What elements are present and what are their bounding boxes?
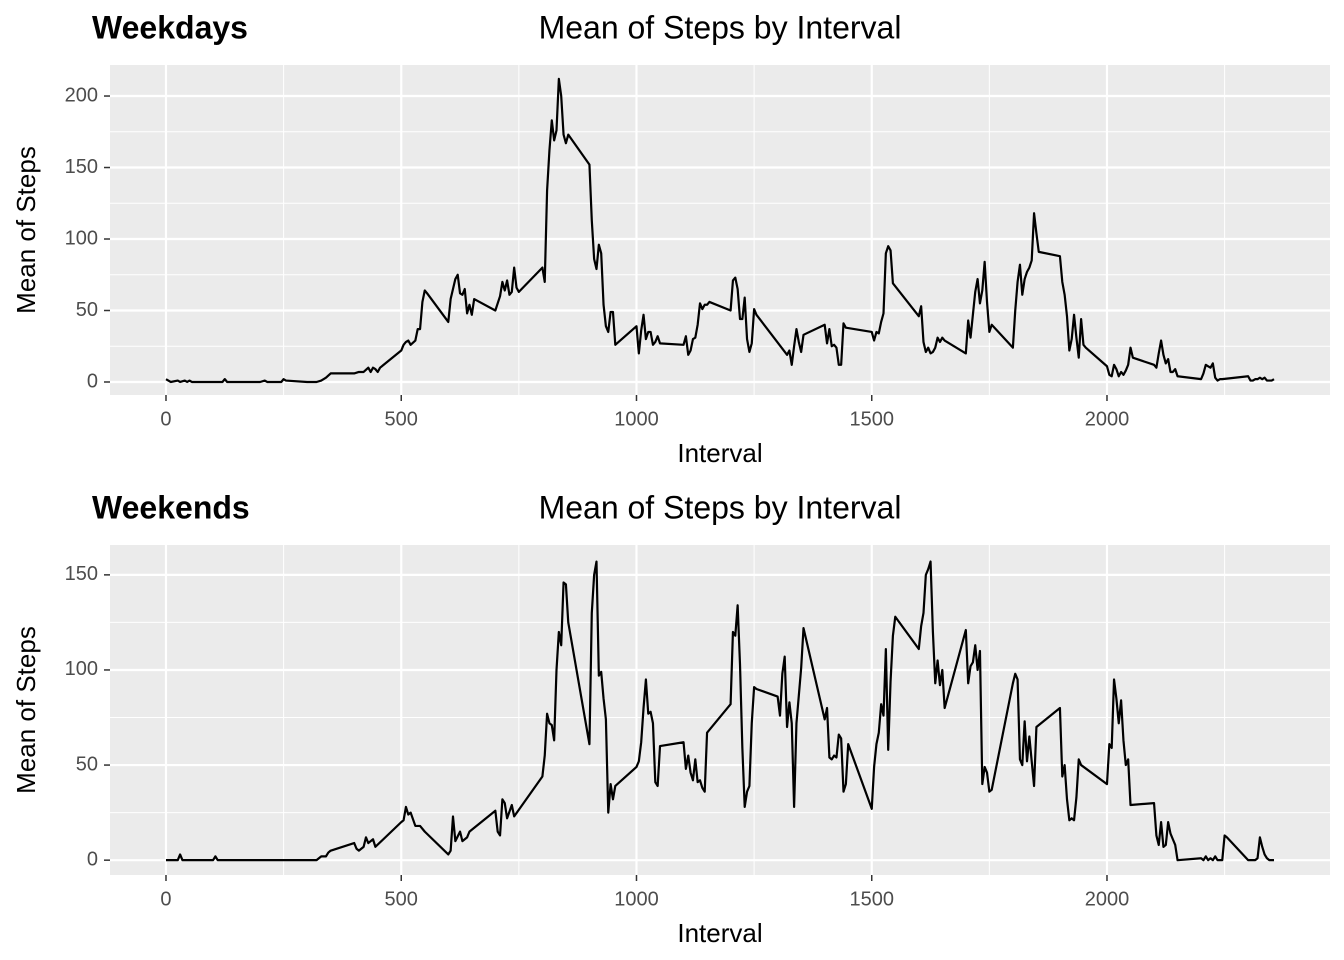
y-tick-label: 50 xyxy=(76,299,98,321)
x-tick-label: 500 xyxy=(385,408,418,430)
x-tick-label: 1500 xyxy=(849,888,894,910)
x-tick-label: 2000 xyxy=(1085,408,1130,430)
x-tick-label: 500 xyxy=(385,888,418,910)
y-tick-label: 150 xyxy=(65,563,98,585)
plot-panel xyxy=(110,65,1330,395)
y-tick-label: 200 xyxy=(65,84,98,106)
x-tick-label: 1500 xyxy=(849,408,894,430)
data-line xyxy=(165,77,1275,384)
x-axis-label: Interval xyxy=(677,918,762,948)
panel-tag: Weekdays xyxy=(92,9,248,45)
chart-title: Mean of Steps by Interval xyxy=(539,489,902,525)
y-tick-label: 0 xyxy=(87,370,98,392)
x-tick-label: 0 xyxy=(160,888,171,910)
x-axis-label: Interval xyxy=(677,438,762,468)
y-tick-label: 50 xyxy=(76,753,98,775)
y-axis-label: Mean of Steps xyxy=(11,626,41,794)
x-tick-label: 2000 xyxy=(1085,888,1130,910)
y-axis-label: Mean of Steps xyxy=(11,146,41,314)
x-tick-label: 1000 xyxy=(614,408,659,430)
x-tick-label: 1000 xyxy=(614,888,659,910)
chart-title: Mean of Steps by Interval xyxy=(539,9,902,45)
panel-tag: Weekends xyxy=(92,489,250,525)
y-tick-label: 100 xyxy=(65,227,98,249)
x-tick-label: 0 xyxy=(160,408,171,430)
y-tick-label: 0 xyxy=(87,848,98,870)
y-tick-label: 100 xyxy=(65,658,98,680)
plot-panel xyxy=(110,545,1330,875)
y-tick-label: 150 xyxy=(65,156,98,178)
data-line xyxy=(165,560,1275,862)
